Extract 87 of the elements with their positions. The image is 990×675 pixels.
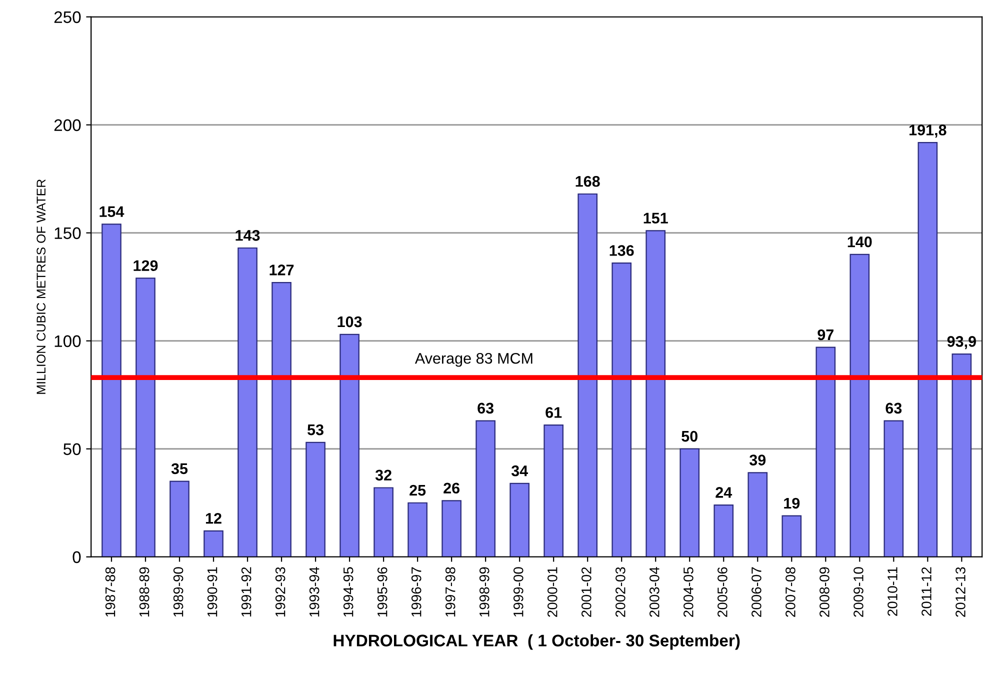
- bar: [646, 230, 666, 557]
- data-label: 63: [886, 402, 902, 414]
- x-tick-label: 1999-00: [513, 567, 524, 617]
- x-tick-label: 1995-96: [377, 567, 388, 617]
- y-axis-title: MILLION CUBIC METRES OF WATER: [36, 179, 46, 394]
- x-tick-label: 2008-09: [820, 567, 830, 617]
- bar: [510, 482, 530, 557]
- data-label: 168: [576, 176, 600, 187]
- data-label: 12: [206, 512, 222, 524]
- x-tick-label: 1996-97: [411, 567, 422, 617]
- bar: [680, 448, 700, 557]
- data-label: 129: [134, 260, 158, 272]
- data-label: 191,8: [910, 124, 946, 138]
- x-tick-label: 1997-98: [445, 567, 456, 617]
- x-tick-label: 1992-93: [275, 567, 286, 617]
- y-tick-label: 200: [54, 119, 81, 132]
- data-label: 140: [848, 236, 872, 248]
- bar: [442, 500, 462, 557]
- bar: [714, 504, 734, 557]
- data-label: 151: [644, 212, 668, 224]
- x-tick-label: 2001-02: [581, 567, 592, 617]
- x-tick-label: 2004-05: [684, 567, 694, 617]
- x-tick-label: 1993-94: [309, 567, 320, 617]
- bar: [204, 530, 224, 557]
- bar: [238, 247, 258, 557]
- ref-line-label: Average 83 MCM: [414, 352, 532, 367]
- x-tick-label: 1994-95: [343, 567, 354, 617]
- bar: [340, 334, 360, 557]
- x-tick-label: 1991-92: [241, 567, 252, 617]
- bar: [544, 424, 564, 557]
- data-label: 154: [100, 206, 124, 218]
- x-tick-label: 2000-01: [547, 567, 558, 617]
- data-label: 34: [511, 465, 528, 476]
- data-label: 39: [749, 454, 766, 466]
- bar: [306, 442, 326, 557]
- x-axis-title: HYDROLOGICAL YEAR ( 1 October- 30 September): [334, 634, 740, 650]
- x-tick-label: 2002-03: [615, 567, 626, 617]
- x-tick-label: 1987-88: [105, 567, 116, 617]
- bar: [476, 420, 496, 557]
- data-label: 53: [308, 424, 324, 436]
- bar: [102, 224, 122, 557]
- y-tick-label: 50: [63, 443, 81, 456]
- data-label: 50: [682, 430, 698, 442]
- x-tick-label: 1988-89: [139, 567, 150, 617]
- bar: [850, 254, 870, 557]
- bar: [884, 420, 904, 557]
- y-tick-label: 150: [54, 227, 81, 240]
- x-tick-label: 2003-04: [650, 567, 660, 617]
- x-tick-label: 2012-13: [956, 567, 966, 617]
- data-label: 143: [236, 230, 260, 241]
- bar: [612, 262, 632, 557]
- data-label: 24: [716, 487, 732, 498]
- bar: [374, 487, 394, 557]
- x-tick-label: 2009-10: [854, 567, 864, 617]
- x-tick-label: 1990-91: [207, 567, 218, 617]
- data-label: 35: [171, 463, 188, 474]
- data-label: 103: [338, 316, 362, 328]
- x-tick-label: 2010-11: [888, 567, 898, 616]
- y-tick-label: 250: [54, 11, 81, 24]
- data-label: 63: [478, 402, 494, 414]
- bar: [136, 278, 156, 557]
- x-tick-label: 2006-07: [752, 567, 762, 617]
- x-tick-label: 1998-99: [479, 567, 490, 617]
- data-label: 32: [375, 470, 392, 481]
- bar: [748, 472, 768, 557]
- x-tick-label: 2007-08: [786, 567, 796, 617]
- y-tick-label: 100: [54, 335, 81, 348]
- data-label: 19: [784, 498, 800, 509]
- bar: [408, 502, 428, 557]
- data-label: 61: [546, 407, 562, 418]
- data-label: 26: [444, 482, 460, 494]
- data-label: 97: [818, 329, 834, 340]
- bar: [578, 193, 598, 557]
- data-label: 25: [410, 484, 426, 496]
- x-tick-label: 2011-12: [922, 567, 932, 616]
- bar: [816, 346, 836, 557]
- y-tick-label: 0: [72, 551, 81, 564]
- x-tick-label: 2005-06: [718, 567, 728, 617]
- data-label: 136: [610, 245, 634, 256]
- bar: [918, 142, 938, 557]
- bar: [782, 515, 802, 557]
- data-label: 127: [270, 264, 294, 276]
- x-tick-label: 1989-90: [173, 567, 184, 617]
- bar: [170, 480, 190, 557]
- data-label: 93,9: [947, 336, 976, 350]
- bar: [272, 282, 292, 557]
- bar: [952, 353, 972, 557]
